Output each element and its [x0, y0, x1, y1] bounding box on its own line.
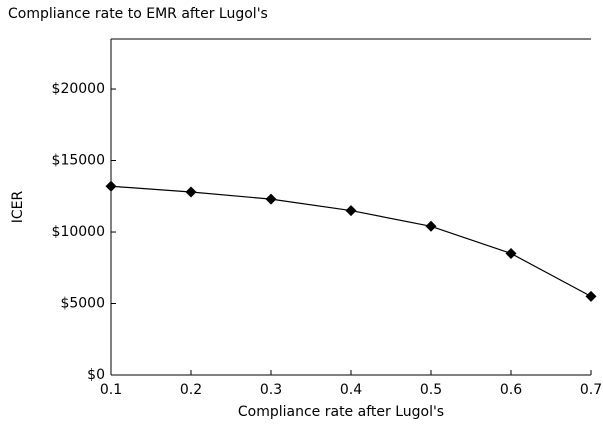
series-line	[110, 185, 592, 297]
x-axis-label: Compliance rate after Lugol's	[238, 404, 444, 420]
y-tick-label: $0	[87, 367, 105, 383]
data-point	[585, 290, 597, 302]
x-tick-label: 0.5	[420, 382, 442, 398]
data-point	[185, 186, 197, 198]
y-tick-label: $5000	[60, 296, 105, 312]
x-tick-label: 0.3	[260, 382, 282, 398]
y-tick-label: $20000	[52, 81, 105, 97]
data-point	[345, 205, 357, 217]
chart-title: Compliance rate to EMR after Lugol's	[8, 6, 268, 22]
data-point	[265, 193, 277, 205]
x-tick-label: 0.7	[580, 382, 602, 398]
data-point	[425, 220, 437, 232]
x-tick-label: 0.4	[340, 382, 362, 398]
data-point	[505, 247, 517, 259]
x-tick-label: 0.1	[100, 382, 122, 398]
y-tick-label: $15000	[52, 153, 105, 169]
y-tick-label: $10000	[52, 224, 105, 240]
x-tick-label: 0.2	[180, 382, 202, 398]
data-point	[105, 180, 117, 192]
x-tick-label: 0.6	[500, 382, 522, 398]
y-axis-label: ICER	[10, 190, 26, 223]
